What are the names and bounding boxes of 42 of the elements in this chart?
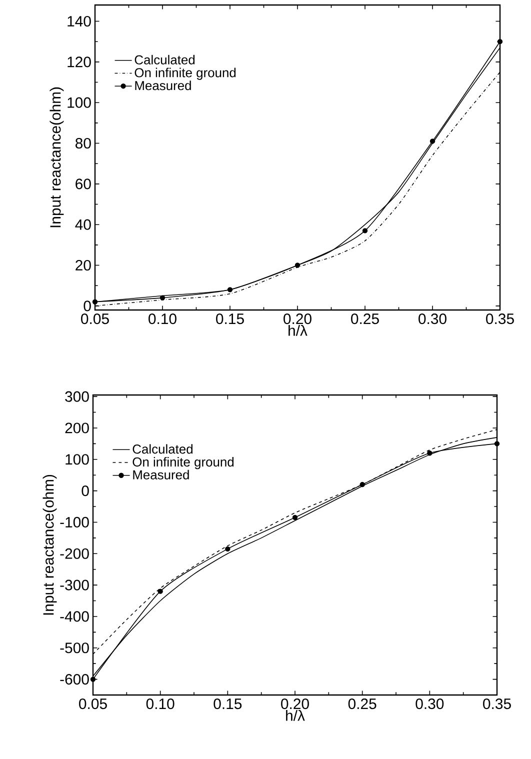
y-axis-title: Input reactance(ohm) (42, 474, 57, 615)
y-tick-label: -100 (60, 516, 89, 528)
x-tick-label: 0.10 (146, 698, 174, 710)
x-tick-label: 0.35 (483, 698, 511, 710)
x-axis-title: h/λ (288, 324, 308, 336)
legend-label: Measured (133, 470, 189, 480)
y-tick-label: 0 (84, 300, 91, 312)
y-tick-label: 40 (75, 219, 91, 230)
x-tick-label: 0.30 (418, 314, 446, 324)
y-tick-label: 60 (76, 178, 91, 190)
x-tick-label: 0.05 (81, 314, 109, 324)
x-tick-label: 0.15 (216, 314, 244, 324)
y-tick-label: 140 (68, 16, 91, 27)
y-tick-label: 200 (65, 422, 89, 434)
y-tick-label: 100 (66, 454, 89, 465)
x-tick-label: 0.25 (351, 314, 379, 324)
legend-label: Calculated (132, 444, 192, 454)
x-tick-label: 0.30 (416, 698, 444, 710)
y-tick-label: -200 (60, 548, 89, 559)
y-tick-label: -600 (60, 674, 89, 685)
y-tick-label: -400 (60, 611, 89, 622)
y-tick-label: -500 (60, 642, 89, 654)
y-axis-title: Input reactance(ohm) (50, 87, 64, 228)
x-axis-title: h/λ (286, 710, 305, 721)
x-tick-label: 0.25 (348, 698, 376, 710)
legend-label: On infinite ground (134, 68, 236, 80)
y-tick-label: 20 (76, 260, 91, 271)
y-tick-label: 100 (68, 97, 91, 108)
y-tick-label: 300 (65, 391, 89, 402)
x-tick-label: 0.05 (79, 698, 107, 710)
x-tick-label: 0.20 (281, 698, 309, 710)
legend-label: Measured (135, 80, 191, 90)
y-tick-label: -300 (60, 580, 89, 590)
y-tick-label: 0 (82, 486, 89, 496)
x-tick-label: 0.15 (214, 698, 242, 710)
y-tick-label: 80 (76, 138, 91, 149)
legend-label: Calculated (134, 54, 195, 64)
x-tick-label: 0.10 (148, 314, 176, 324)
x-tick-label: 0.35 (486, 314, 514, 324)
y-tick-label: 120 (68, 56, 91, 68)
x-tick-label: 0.20 (284, 314, 312, 324)
legend-label: On infinite ground (132, 457, 234, 470)
